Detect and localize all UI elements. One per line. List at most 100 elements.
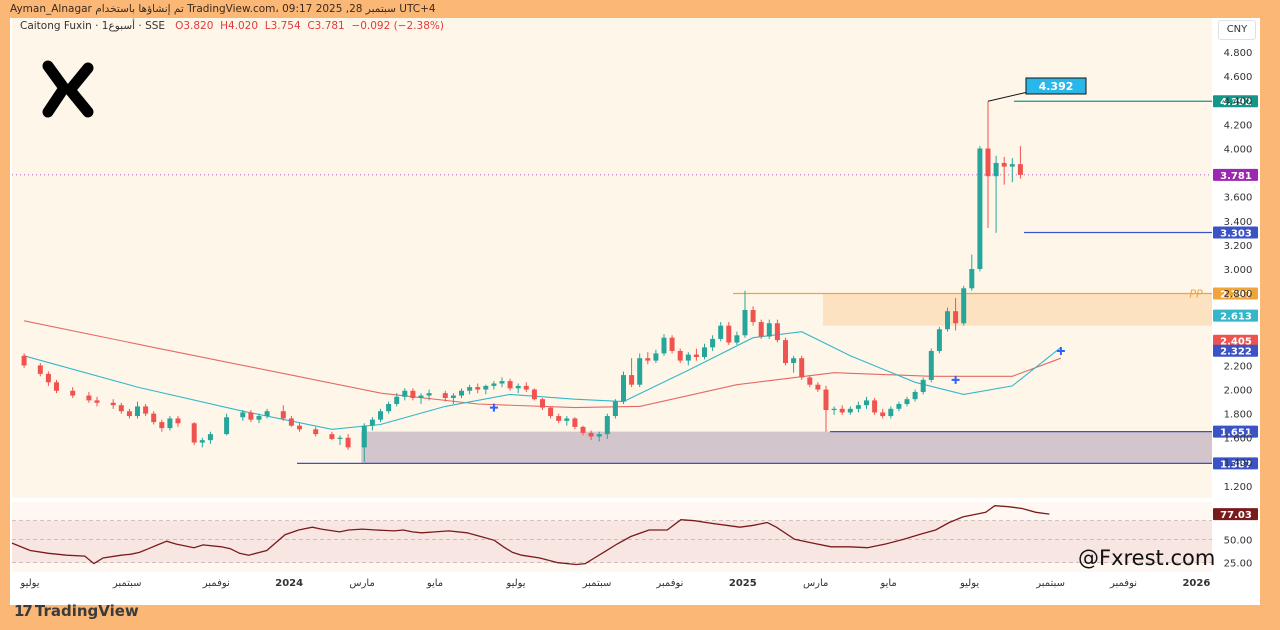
cross-marker bbox=[1056, 346, 1065, 355]
candle-body bbox=[459, 390, 464, 396]
candle-body bbox=[54, 382, 59, 391]
price-tick-label: 1.400 bbox=[1224, 458, 1253, 469]
candle-body bbox=[855, 405, 861, 409]
candle-body bbox=[823, 389, 829, 411]
candle-body bbox=[839, 408, 845, 413]
candle-body bbox=[815, 384, 821, 390]
candle-body bbox=[118, 405, 124, 412]
rsi-band bbox=[12, 520, 1212, 563]
candle-body bbox=[758, 322, 764, 337]
time-tick-label: نوفمبر bbox=[202, 578, 230, 589]
zone-rect bbox=[361, 431, 1212, 464]
candle-body bbox=[191, 423, 197, 443]
candle-body bbox=[993, 162, 999, 177]
time-tick-label: نوفمبر bbox=[1109, 578, 1137, 589]
time-tick-label: مايو bbox=[426, 578, 443, 589]
candle-body bbox=[86, 395, 92, 401]
candle-body bbox=[783, 340, 788, 364]
candle-body bbox=[378, 411, 383, 420]
candle-body bbox=[207, 434, 213, 441]
candle-body bbox=[45, 373, 51, 383]
candle-body bbox=[556, 416, 562, 421]
time-tick-label: مارس bbox=[349, 578, 374, 589]
callout-box bbox=[1025, 77, 1087, 95]
candle-body bbox=[718, 325, 724, 339]
candle-body bbox=[151, 413, 157, 423]
candle-body bbox=[653, 353, 659, 361]
candle-body bbox=[361, 425, 367, 448]
candle-body bbox=[410, 390, 416, 398]
candle-body bbox=[936, 329, 942, 351]
candle-body bbox=[685, 354, 691, 361]
level-label: 3.303 bbox=[1220, 228, 1252, 239]
price-tick-label: 4.200 bbox=[1224, 120, 1253, 131]
time-tick-label: يوليو bbox=[959, 578, 979, 589]
candle-body bbox=[742, 309, 748, 336]
time-tick-label: 2024 bbox=[275, 578, 303, 589]
rsi-current-bg bbox=[1213, 508, 1258, 521]
candle-body bbox=[734, 335, 740, 343]
candle-body bbox=[240, 412, 246, 418]
pp-label: PP bbox=[1189, 287, 1203, 300]
candle-body bbox=[750, 309, 756, 323]
scale-label: 2.405 bbox=[1220, 337, 1252, 348]
candle-body bbox=[799, 358, 805, 378]
time-tick-label: نوفمبر bbox=[655, 578, 683, 589]
candle-body bbox=[920, 379, 926, 392]
candle-body bbox=[394, 396, 400, 404]
candle-body bbox=[847, 408, 853, 413]
rsi-line bbox=[11, 505, 1050, 566]
candle-body bbox=[313, 429, 319, 435]
candle-body bbox=[256, 416, 262, 420]
candle-body bbox=[329, 434, 335, 439]
scale-label: 3.781 bbox=[1220, 171, 1252, 182]
watermark: @Fxrest.com bbox=[1078, 546, 1216, 570]
currency-badge[interactable]: CNY bbox=[1218, 20, 1256, 40]
candle-body bbox=[977, 148, 983, 270]
level-label: 4.392 bbox=[1220, 97, 1252, 108]
scale-label-bg bbox=[1213, 168, 1258, 181]
candle-body bbox=[661, 337, 667, 354]
low-value: L3.754 bbox=[264, 20, 301, 32]
candle-body bbox=[523, 385, 529, 390]
tradingview-wordmark: TradingView bbox=[34, 602, 139, 620]
candle-body bbox=[629, 375, 635, 385]
attribution-bar: Ayman_Alnagar تم إنشاؤها باستخدام Tradin… bbox=[0, 0, 1280, 18]
level-label-bg bbox=[1213, 95, 1258, 108]
candle-body bbox=[94, 400, 100, 403]
candle-body bbox=[702, 347, 707, 357]
price-tick-label: 3.000 bbox=[1224, 265, 1253, 276]
callout-label: 4.392 bbox=[1039, 80, 1074, 93]
price-tick-label: 4.800 bbox=[1224, 48, 1253, 59]
candle-body bbox=[288, 418, 294, 426]
candle-body bbox=[864, 400, 869, 406]
symbol-legend: Caitong Fuxin · 1أسبوع · SSE O3.820 H4.0… bbox=[20, 20, 444, 32]
candle-body bbox=[442, 393, 448, 398]
time-tick-label: سبتمبر bbox=[1035, 578, 1065, 589]
rsi-tick-label: 25.00 bbox=[1224, 559, 1253, 570]
scale-label-bg bbox=[1213, 344, 1258, 357]
candle-body bbox=[345, 437, 351, 448]
candle-body bbox=[143, 406, 149, 414]
candle-body bbox=[774, 323, 780, 341]
level-label: 1.651 bbox=[1220, 428, 1252, 439]
candle-body bbox=[369, 419, 375, 426]
price-chart[interactable]: PP 4.392 4.392 3.303 2.797 1.651 1.387 4.800 4… bbox=[10, 18, 1260, 605]
scale-label-bg bbox=[1213, 334, 1258, 347]
candle-body bbox=[945, 311, 950, 330]
candle-body bbox=[515, 385, 521, 389]
candle-body bbox=[612, 401, 618, 417]
candle-body bbox=[588, 432, 594, 437]
price-tick-label: 1.600 bbox=[1224, 434, 1253, 445]
candle-body bbox=[564, 418, 570, 421]
candle-body bbox=[126, 411, 132, 417]
candle-body bbox=[621, 375, 626, 402]
candle-body bbox=[21, 355, 27, 366]
time-tick-label: سبتمبر bbox=[582, 578, 612, 589]
tradingview-logo[interactable]: 17 TradingView bbox=[14, 602, 139, 620]
symbol-name: Caitong Fuxin · 1أسبوع · SSE bbox=[20, 20, 166, 32]
level-label-bg bbox=[1213, 457, 1258, 470]
price-tick-label: 3.200 bbox=[1224, 241, 1253, 252]
level-label-bg bbox=[1213, 226, 1258, 239]
candle-body bbox=[475, 387, 481, 390]
